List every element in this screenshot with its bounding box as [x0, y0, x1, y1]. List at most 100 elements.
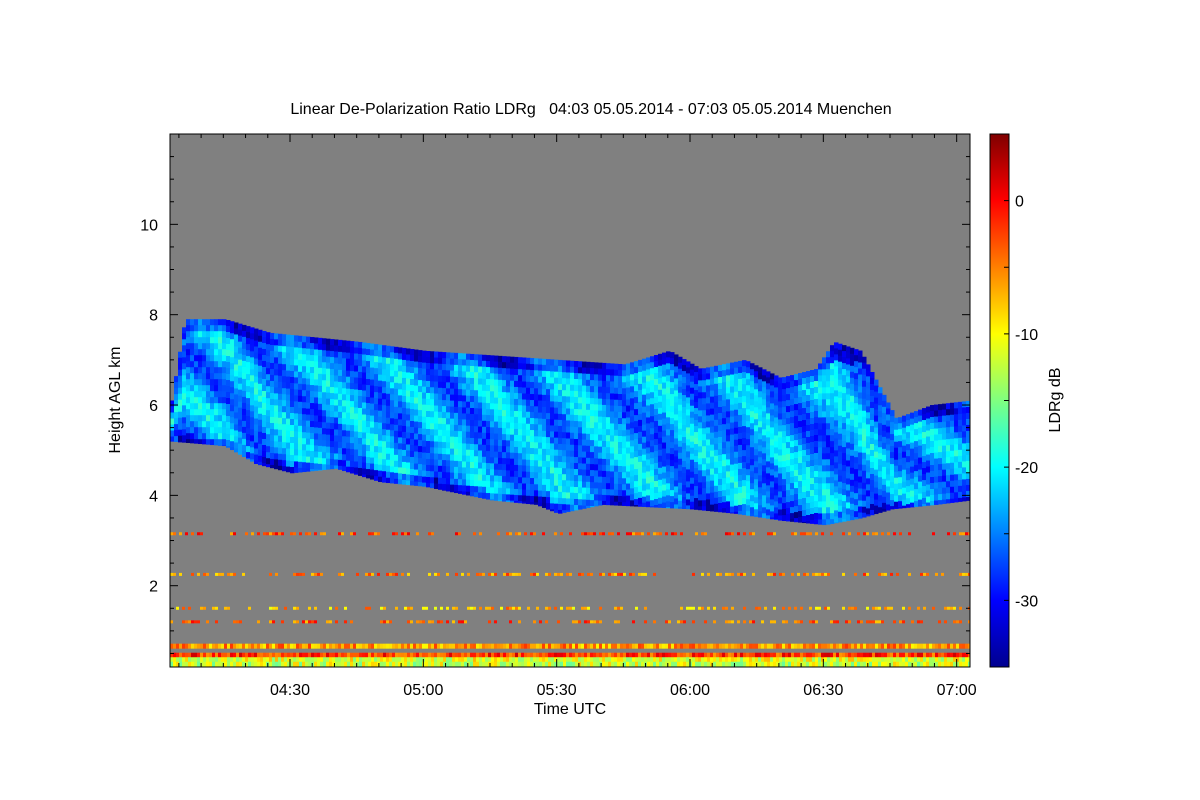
cloud-cell [722, 472, 727, 479]
echo-cell [773, 532, 776, 536]
cloud-cell [586, 385, 591, 393]
cloud-cell [926, 502, 931, 506]
cloud-cell [754, 431, 759, 438]
cloud-cell [662, 376, 667, 384]
cloud-cell [742, 462, 747, 469]
cloud-cell [818, 375, 823, 382]
cloud-cell [914, 501, 919, 507]
cloud-cell [258, 395, 263, 403]
cloud-cell [418, 422, 423, 429]
cloud-cell [450, 448, 455, 456]
cloud-cell [666, 393, 671, 400]
cloud-cell [462, 413, 467, 420]
cloud-cell [666, 357, 671, 364]
cloud-cell [718, 412, 723, 420]
cloud-cell [246, 404, 251, 411]
cloud-cell [342, 364, 347, 371]
cloud-cell [646, 453, 651, 460]
cloud-cell [690, 507, 695, 510]
cloud-cell [254, 382, 259, 390]
cloud-cell [554, 485, 559, 493]
cloud-cell [386, 423, 391, 431]
cloud-cell [246, 452, 251, 459]
echo-cell [314, 572, 317, 576]
echo-cell [329, 606, 332, 610]
cloud-cell [290, 419, 295, 426]
cloud-cell [762, 447, 767, 454]
cloud-cell [438, 411, 443, 419]
cloud-cell [630, 422, 635, 429]
cloud-cell [874, 403, 879, 411]
cloud-cell [626, 363, 631, 371]
cloud-cell [566, 462, 571, 469]
cloud-cell [718, 466, 723, 474]
cloud-cell [658, 497, 663, 505]
cloud-cell [690, 363, 695, 371]
cloud-cell [642, 466, 647, 474]
cloud-cell [442, 490, 447, 491]
cloud-cell [402, 449, 407, 457]
cloud-cell [506, 356, 511, 363]
cloud-cell [834, 354, 839, 361]
cloud-cell [722, 502, 727, 509]
echo-cell [773, 572, 776, 576]
cloud-cell [422, 458, 427, 466]
cloud-cell [506, 398, 511, 405]
cloud-cell [202, 361, 207, 368]
cloud-cell [782, 497, 787, 504]
cloud-cell [654, 463, 659, 470]
cloud-cell [786, 406, 791, 413]
cloud-cell [738, 450, 743, 458]
cloud-cell [830, 399, 835, 406]
cloud-cell [818, 417, 823, 424]
cloud-cell [290, 353, 295, 360]
cloud-cell [202, 427, 207, 434]
cloud-cell [674, 438, 679, 445]
cloud-cell [490, 499, 495, 501]
cloud-cell [434, 465, 439, 473]
cloud-cell [422, 368, 427, 376]
cloud-cell [302, 342, 307, 349]
cloud-cell [350, 383, 355, 390]
cloud-cell [614, 465, 619, 473]
cloud-cell [582, 451, 587, 459]
cloud-cell [490, 415, 495, 422]
cloud-cell [646, 411, 651, 418]
cloud-cell [602, 362, 607, 370]
cloud-cell [814, 512, 819, 520]
echo-cell [698, 606, 701, 610]
echo-cell [368, 572, 371, 576]
cloud-cell [218, 385, 223, 392]
cloud-cell [562, 384, 567, 391]
cloud-cell [942, 427, 947, 435]
cloud-cell [382, 459, 387, 466]
cloud-cell [402, 443, 407, 451]
cloud-cell [426, 368, 431, 376]
cloud-cell [894, 417, 899, 425]
cloud-cell [698, 410, 703, 417]
cloud-cell [714, 407, 719, 415]
cloud-cell [318, 379, 323, 387]
cloud-cell [342, 454, 347, 461]
cloud-cell [782, 449, 787, 456]
cloud-cell [706, 409, 711, 416]
cloud-cell [486, 427, 491, 434]
cloud-cell [286, 430, 291, 438]
cloud-cell [746, 415, 751, 422]
cloud-cell [646, 489, 651, 496]
cloud-cell [858, 356, 863, 364]
cloud-cell [942, 433, 947, 441]
cloud-cell [470, 455, 475, 463]
cloud-cell [686, 421, 691, 428]
cloud-cell [462, 419, 467, 426]
cloud-cell [826, 387, 831, 394]
cloud-cell [898, 483, 903, 490]
cloud-cell [350, 377, 355, 384]
cloud-cell [266, 398, 271, 405]
cloud-cell [234, 400, 239, 407]
cloud-cell [702, 482, 707, 489]
cloud-cell [794, 500, 799, 507]
cloud-cell [454, 388, 459, 396]
cloud-cell [742, 384, 747, 391]
cloud-cell [598, 386, 603, 394]
